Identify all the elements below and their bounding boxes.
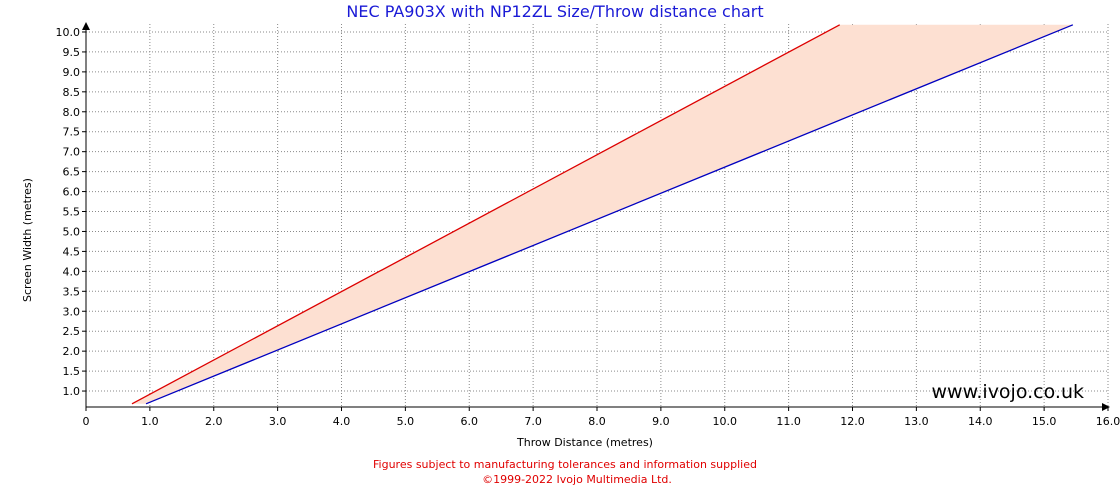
- x-tick-label: 3.0: [269, 415, 287, 428]
- x-tick-label: 15.0: [1032, 415, 1057, 428]
- y-tick-label: 3.5: [63, 285, 81, 298]
- y-tick-label: 2.0: [63, 345, 81, 358]
- x-tick-label: 0: [83, 415, 90, 428]
- x-tick-label: 11.0: [776, 415, 801, 428]
- y-tick-label: 5.0: [63, 225, 81, 238]
- y-tick-label: 9.0: [63, 66, 81, 79]
- y-tick-label: 3.0: [63, 305, 81, 318]
- x-tick-label: 5.0: [397, 415, 415, 428]
- y-tick-label: 5.5: [63, 206, 81, 219]
- x-tick-label: 14.0: [968, 415, 993, 428]
- y-tick-label: 10.0: [56, 26, 81, 39]
- x-tick-label: 2.0: [205, 415, 223, 428]
- y-tick-label: 9.5: [63, 46, 81, 59]
- x-tick-label: 16.0: [1096, 415, 1120, 428]
- chart-title: NEC PA903X with NP12ZL Size/Throw distan…: [346, 2, 763, 21]
- y-axis-label: Screen Width (metres): [21, 178, 34, 302]
- y-axis-arrow: [82, 22, 90, 30]
- x-tick-label: 8.0: [588, 415, 606, 428]
- x-tick-label: 13.0: [904, 415, 929, 428]
- y-tick-label: 4.0: [63, 265, 81, 278]
- series-lines: [131, 24, 1074, 405]
- x-axis-label: Throw Distance (metres): [516, 436, 653, 449]
- x-axis-arrow: [1102, 403, 1110, 411]
- x-tick-label: 9.0: [652, 415, 670, 428]
- x-tick-label: 7.0: [524, 415, 542, 428]
- y-tick-label: 6.5: [63, 166, 81, 179]
- x-tick-label: 12.0: [840, 415, 865, 428]
- x-axis-ticks: 0 1.0 2.0 3.0 4.0 5.0 6.0 7.0 8.0 9.0 10.0 11.0 12.0…: [83, 407, 1120, 428]
- watermark-text: www.ivojo.co.uk: [932, 381, 1085, 403]
- y-axis-ticks: 1.0 1.5 2.0 2.5 3.0 3.5 4.0 4.5 5.0 5.5 6.0 6.5 7.0 7…: [56, 26, 86, 398]
- y-tick-label: 2.5: [63, 325, 81, 338]
- y-tick-label: 6.0: [63, 186, 81, 199]
- throw-range-band: [131, 24, 1073, 404]
- footer-copyright: ©1999-2022 Ivojo Multimedia Ltd.: [482, 473, 672, 486]
- series-line-max-throw: [145, 24, 1074, 405]
- y-tick-label: 7.5: [63, 126, 81, 139]
- series-line-min-throw: [131, 24, 841, 405]
- x-tick-label: 10.0: [713, 415, 738, 428]
- footer-disclaimer: Figures subject to manufacturing toleran…: [373, 458, 757, 471]
- x-tick-label: 1.0: [141, 415, 159, 428]
- y-tick-label: 4.5: [63, 245, 81, 258]
- y-tick-label: 1.0: [63, 385, 81, 398]
- y-tick-label: 1.5: [63, 365, 81, 378]
- x-tick-label: 6.0: [461, 415, 479, 428]
- x-tick-label: 4.0: [333, 415, 351, 428]
- y-tick-label: 8.5: [63, 86, 81, 99]
- y-tick-label: 8.0: [63, 106, 81, 119]
- y-tick-label: 7.0: [63, 146, 81, 159]
